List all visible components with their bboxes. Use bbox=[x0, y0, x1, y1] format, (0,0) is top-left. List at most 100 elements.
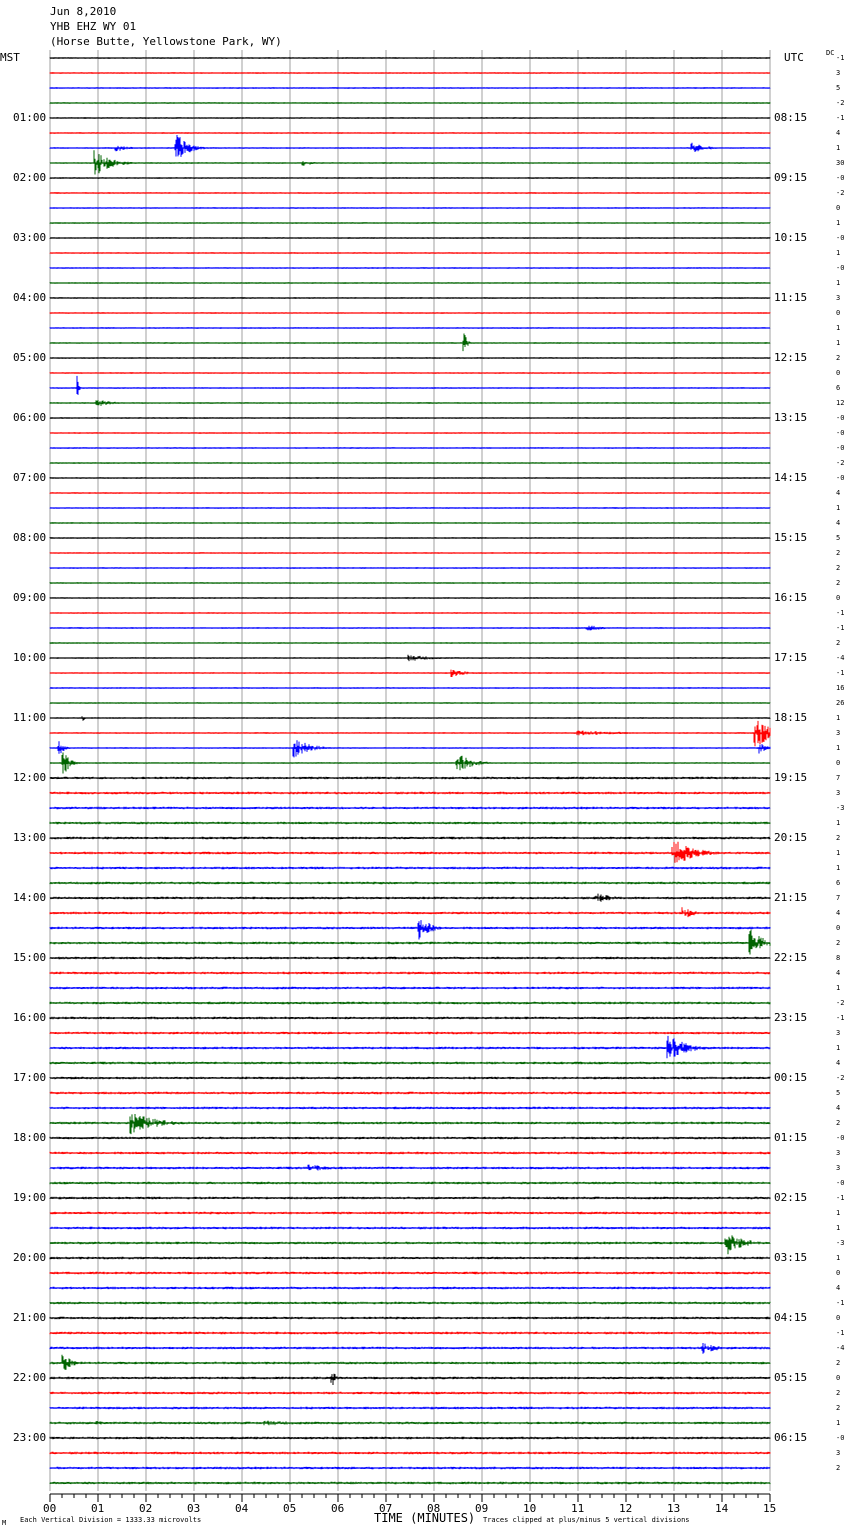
dc-offset-label: -2 bbox=[836, 1074, 845, 1082]
dc-offset-label: -1 bbox=[836, 1014, 845, 1022]
dc-offset-label: 4 bbox=[836, 1284, 841, 1292]
dc-offset-label: 4 bbox=[836, 909, 841, 917]
x-tick-label: 05 bbox=[283, 1502, 297, 1515]
dc-offset-label: 3 bbox=[836, 1449, 841, 1457]
dc-offset-label: 1 bbox=[836, 744, 841, 752]
left-hour-label: 06:00 bbox=[13, 411, 47, 424]
dc-offset-label: 3 bbox=[836, 1029, 841, 1037]
seismic-trace bbox=[49, 920, 771, 940]
left-hour-label: 16:00 bbox=[13, 1011, 47, 1024]
left-hour-label: 01:00 bbox=[13, 111, 47, 124]
right-hour-label: 02:15 bbox=[774, 1191, 808, 1204]
dc-offset-label: 0 bbox=[836, 1374, 841, 1382]
dc-offset-label: 30 bbox=[836, 159, 845, 167]
left-hour-label: 08:00 bbox=[13, 531, 47, 544]
dc-offset-label: -0 bbox=[836, 1434, 845, 1442]
left-hour-label: 05:00 bbox=[13, 351, 47, 364]
dc-offset-label: 6 bbox=[836, 879, 841, 887]
left-hour-label: 14:00 bbox=[13, 891, 47, 904]
dc-offset-label: 2 bbox=[836, 639, 841, 647]
dc-offset-label: -0 bbox=[836, 174, 845, 182]
right-hour-label: 21:15 bbox=[774, 891, 808, 904]
left-hour-label: 19:00 bbox=[13, 1191, 47, 1204]
x-tick-label: 00 bbox=[43, 1502, 57, 1515]
dc-offset-label: 1 bbox=[836, 144, 841, 152]
seismic-trace bbox=[49, 375, 771, 395]
dc-offset-label: -1 bbox=[836, 114, 845, 122]
right-hour-label: 14:15 bbox=[774, 471, 808, 484]
right-hour-label: 10:15 bbox=[774, 231, 808, 244]
seismic-trace bbox=[49, 1035, 771, 1059]
dc-offset-label: 0 bbox=[836, 309, 841, 317]
dc-offset-label: 4 bbox=[836, 1104, 841, 1112]
x-tick-label: 14 bbox=[715, 1502, 729, 1515]
x-tick-label: 10 bbox=[523, 1502, 537, 1515]
title-date: Jun 8,2010 bbox=[50, 5, 117, 18]
dc-offset-label: 0 bbox=[836, 924, 841, 932]
dc-offset-label: -2 bbox=[836, 459, 845, 467]
right-hour-label: 18:15 bbox=[774, 711, 808, 724]
title-station: YHB EHZ WY 01 bbox=[50, 20, 137, 33]
dc-offset-label: 1 bbox=[836, 504, 841, 512]
right-hour-label: 17:15 bbox=[774, 651, 808, 664]
left-hour-label: 12:00 bbox=[13, 771, 47, 784]
right-hour-label: 19:15 bbox=[774, 771, 808, 784]
dc-offset-label: 3 bbox=[836, 69, 841, 77]
dc-offset-label: 0 bbox=[836, 594, 841, 602]
dc-offset-label: -4 bbox=[836, 654, 845, 662]
title-location: (Horse Butte, Yellowstone Park, WY) bbox=[50, 35, 282, 48]
dc-offset-label: 1 bbox=[836, 249, 841, 257]
dc-offset-label: 1 bbox=[836, 1224, 841, 1232]
dc-offset-label: 3 bbox=[836, 789, 841, 797]
right-hour-label: 05:15 bbox=[774, 1371, 808, 1384]
dc-offset-label: -2 bbox=[836, 189, 845, 197]
right-hour-label: 13:15 bbox=[774, 411, 808, 424]
dc-offset-label: -0 bbox=[836, 474, 845, 482]
dc-offset-label: 3 bbox=[836, 294, 841, 302]
right-hour-label: 20:15 bbox=[774, 831, 808, 844]
dc-offset-label: 0 bbox=[836, 759, 841, 767]
dc-offset-label: 1 bbox=[836, 714, 841, 722]
dc-offset-label: 6 bbox=[836, 384, 841, 392]
dc-offset-label: 2 bbox=[836, 1389, 841, 1397]
right-hour-label: 09:15 bbox=[774, 171, 808, 184]
dc-offset-label: 1 bbox=[836, 279, 841, 287]
right-hour-label: 06:15 bbox=[774, 1431, 808, 1444]
x-tick-label: 11 bbox=[571, 1502, 585, 1515]
dc-offset-label: 1 bbox=[836, 1209, 841, 1217]
dc-offset-label: -0 bbox=[836, 429, 845, 437]
dc-offset-label: -4 bbox=[836, 1344, 845, 1352]
dc-offset-label: -1 bbox=[836, 669, 845, 677]
right-hour-label: 01:15 bbox=[774, 1131, 808, 1144]
footer-scale-note: Each Vertical Division = 1333.33 microvo… bbox=[20, 1516, 202, 1524]
seismic-trace bbox=[49, 135, 771, 157]
dc-offset-label: -1 bbox=[836, 624, 845, 632]
dc-offset-label: 16 bbox=[836, 684, 845, 692]
dc-offset-label: 0 bbox=[836, 1314, 841, 1322]
dc-offset-label: -0 bbox=[836, 444, 845, 452]
dc-offset-label: 2 bbox=[836, 1119, 841, 1127]
dc-offset-label: -2 bbox=[836, 99, 845, 107]
dc-offset-label: 4 bbox=[836, 129, 841, 137]
dc-offset-label: 1 bbox=[836, 849, 841, 857]
x-tick-label: 08 bbox=[427, 1502, 441, 1515]
left-hour-label: 18:00 bbox=[13, 1131, 47, 1144]
left-timezone-label: MST bbox=[0, 51, 20, 64]
x-tick-label: 13 bbox=[667, 1502, 681, 1515]
dc-offset-label: 0 bbox=[836, 204, 841, 212]
dc-offset-label: 1 bbox=[836, 864, 841, 872]
dc-offset-label: 3 bbox=[836, 1164, 841, 1172]
left-hour-label: 21:00 bbox=[13, 1311, 47, 1324]
dc-offset-label: -2 bbox=[836, 999, 845, 1007]
dc-offset-label: 1 bbox=[836, 324, 841, 332]
dc-offset-label: -0 bbox=[836, 264, 845, 272]
x-tick-label: 15 bbox=[763, 1502, 777, 1515]
dc-offset-label: 7 bbox=[836, 774, 841, 782]
left-hour-label: 11:00 bbox=[13, 711, 47, 724]
dc-offset-label: 3 bbox=[836, 729, 841, 737]
dc-offset-label: 4 bbox=[836, 969, 841, 977]
dc-offset-label: -1 bbox=[836, 1299, 845, 1307]
right-hour-label: 11:15 bbox=[774, 291, 808, 304]
seismic-trace bbox=[49, 150, 771, 175]
left-hour-label: 04:00 bbox=[13, 291, 47, 304]
